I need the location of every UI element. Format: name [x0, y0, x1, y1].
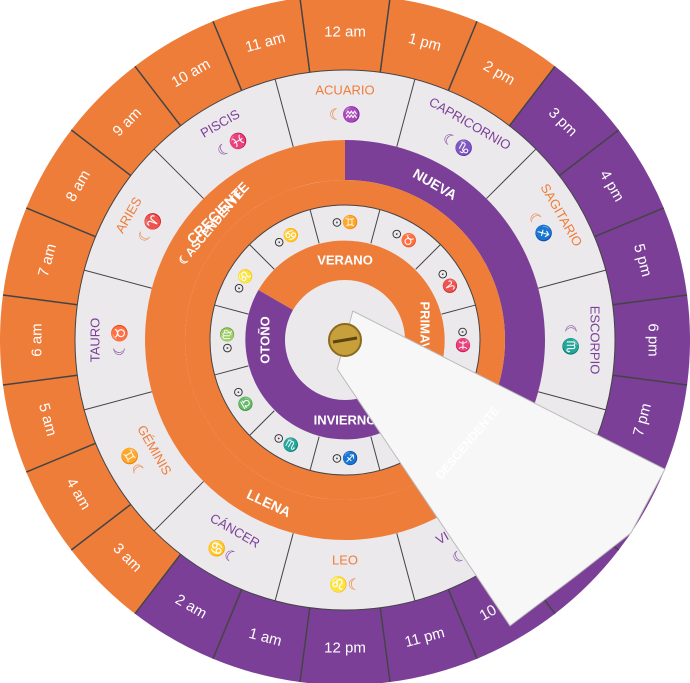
sign-name: ACUARIO	[315, 83, 374, 98]
hour-label: 6 am	[29, 323, 46, 356]
hour-divider	[299, 0, 311, 73]
pointer-blade[interactable]	[336, 310, 666, 627]
hour-label: 6 pm	[645, 323, 662, 356]
sign-symbol: ☾♒	[329, 106, 361, 124]
hour-divider	[70, 503, 132, 551]
hour-segment	[299, 607, 391, 683]
hour-divider	[379, 0, 391, 73]
hour-divider	[25, 442, 96, 473]
sign-divider	[153, 481, 204, 532]
sign-divider	[538, 391, 606, 411]
sun-sign-symbol: ⊙♊	[331, 215, 358, 230]
sign-divider	[153, 148, 204, 199]
hour-segment	[380, 589, 478, 683]
sign-divider	[274, 79, 294, 147]
hour-segment	[134, 21, 242, 126]
hour-divider	[594, 207, 665, 238]
hour-label: 12 am	[324, 24, 366, 41]
sign-divider	[84, 391, 152, 411]
hour-segment	[448, 21, 556, 126]
hour-divider	[212, 20, 243, 91]
hour-divider	[134, 553, 182, 615]
hour-segment	[2, 207, 96, 305]
hour-segment	[0, 294, 78, 386]
screw-slot	[332, 336, 358, 344]
center-screw	[328, 323, 362, 357]
hour-divider	[134, 65, 182, 127]
hour-segment	[594, 207, 688, 305]
sun-sign-symbol: ⊙♓	[456, 326, 471, 353]
sun-sign-symbol: ⊙♍	[220, 326, 235, 353]
sign-symbol: ♌☾	[329, 576, 361, 594]
hour-divider	[558, 129, 620, 177]
sun-sign-symbol: ⊙♐	[331, 451, 358, 466]
sign-divider	[84, 269, 152, 289]
phase-orange-band	[145, 140, 446, 541]
inner-divider	[214, 365, 249, 376]
inner-divider	[370, 436, 381, 471]
hour-divider	[25, 207, 96, 238]
hour-divider	[2, 294, 78, 306]
hour-divider	[508, 65, 556, 127]
hour-segment	[380, 0, 478, 91]
inner-divider	[249, 244, 275, 270]
hour-divider	[379, 607, 391, 683]
hour-divider	[612, 294, 688, 306]
hour-segment	[134, 554, 242, 659]
hour-divider	[612, 374, 688, 386]
inner-divider	[370, 209, 381, 244]
hour-divider	[447, 20, 478, 91]
sign-divider	[538, 269, 606, 289]
hour-segment	[26, 129, 131, 237]
hour-segment	[26, 443, 131, 551]
pointer-arm[interactable]	[336, 310, 666, 627]
inner-divider	[249, 410, 275, 436]
sign-name: ESCORPIO	[588, 306, 603, 375]
hour-divider	[212, 589, 243, 660]
hour-segment	[509, 66, 619, 176]
hour-segment	[212, 0, 310, 91]
hour-segment	[2, 375, 96, 473]
season-label: INVIERNO	[314, 413, 377, 428]
season-label: OTOÑO	[258, 316, 273, 363]
inner-divider	[309, 209, 320, 244]
sign-divider	[396, 533, 416, 601]
inner-divider	[415, 244, 441, 270]
season-label: VERANO	[317, 253, 373, 268]
hour-divider	[447, 589, 478, 660]
inner-divider	[309, 436, 320, 471]
hour-segment	[300, 0, 390, 73]
sign-name: LEO	[332, 553, 358, 568]
hour-segment	[71, 66, 181, 176]
hour-label: 12 pm	[324, 640, 366, 657]
hour-divider	[70, 129, 132, 177]
sign-divider	[486, 148, 537, 199]
sign-divider	[396, 79, 416, 147]
sign-symbol: ☾♏	[562, 324, 580, 356]
season-orange-band	[258, 240, 445, 390]
inner-divider	[214, 304, 249, 315]
hour-segment	[612, 294, 690, 386]
inner-divider	[441, 304, 476, 315]
sign-name: TAURO	[88, 318, 103, 363]
hour-segment	[212, 589, 310, 683]
hour-segment	[71, 504, 181, 614]
hour-divider	[2, 374, 78, 386]
hour-divider	[299, 607, 311, 683]
hour-segment	[559, 129, 664, 237]
sign-symbol: ☾♉	[111, 324, 129, 356]
sign-divider	[274, 533, 294, 601]
